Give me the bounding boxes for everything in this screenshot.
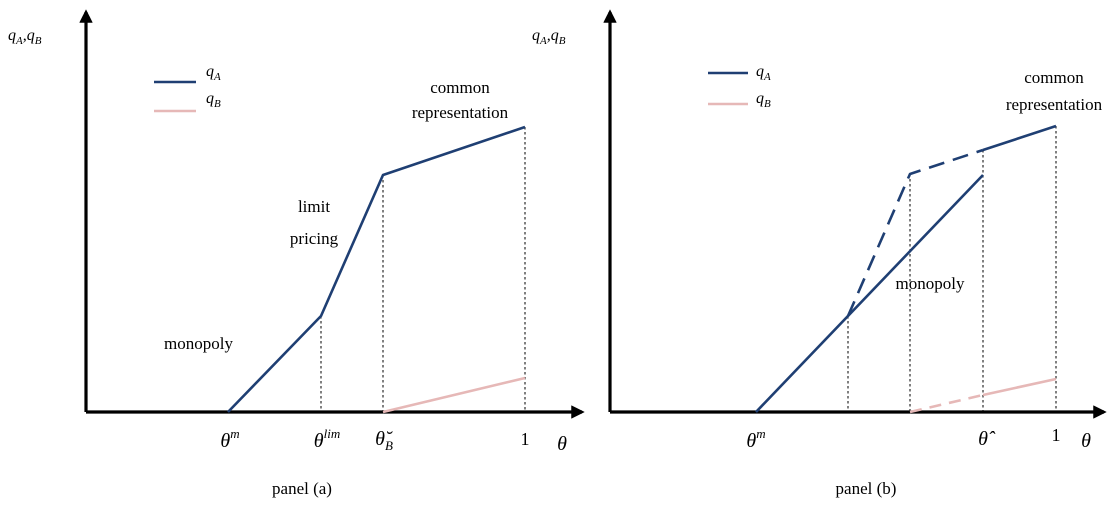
panel-b-legend-qb-label: qB xyxy=(756,90,771,110)
panel-b-qb-solid-segment xyxy=(982,377,1057,397)
panel-a-common-label: common xyxy=(430,78,490,97)
panel-b-legend-qa-label: qA xyxy=(756,63,771,83)
panel-a: qA,qB qA qB monopoly limit pricing commo… xyxy=(8,9,585,498)
panel-b-qa-dashed-segment xyxy=(846,148,984,317)
panel-a-qb-curve xyxy=(382,376,526,414)
panel-b-tick-theta-hat: θ̂ xyxy=(978,428,996,450)
panel-a-y-axis-label: qA,qB xyxy=(8,27,42,47)
panel-b: qA,qB qA qB monopoly common representati… xyxy=(532,9,1107,498)
panel-b-common-label: common xyxy=(1024,68,1084,87)
panel-a-legend-qb-label: qB xyxy=(206,90,221,110)
panel-b-representation-label: representation xyxy=(1006,95,1103,114)
panel-b-tick-one: 1 xyxy=(1052,425,1061,445)
panel-a-tick-theta-m: θm xyxy=(220,426,239,452)
panel-a-tick-one: 1 xyxy=(521,429,530,449)
panel-b-monopoly-label: monopoly xyxy=(896,274,965,293)
panel-a-limit-label: limit xyxy=(298,197,330,216)
panel-a-qa-curve xyxy=(227,125,526,413)
panel-a-x-axis-label: θ xyxy=(557,433,567,455)
panel-b-y-axis-label: qA,qB xyxy=(532,27,566,47)
panel-b-qa-monopoly-line xyxy=(755,174,984,413)
panel-b-qb-dashed-segment xyxy=(909,393,984,414)
panel-a-tick-theta-lim: θlim xyxy=(314,426,340,452)
panel-a-representation-label: representation xyxy=(412,103,509,122)
panel-a-caption: panel (a) xyxy=(272,479,332,498)
panel-a-tick-theta-b: θ̆B xyxy=(375,428,393,453)
panel-b-caption: panel (b) xyxy=(836,479,897,498)
panel-b-x-axis-label: θ xyxy=(1081,430,1091,452)
panel-a-legend-qa-label: qA xyxy=(206,63,221,83)
panel-b-qa-common-segment xyxy=(982,124,1057,152)
panel-a-pricing-label: pricing xyxy=(290,229,339,248)
panel-b-tick-theta-m: θm xyxy=(746,426,765,452)
panel-a-monopoly-label: monopoly xyxy=(164,334,233,353)
